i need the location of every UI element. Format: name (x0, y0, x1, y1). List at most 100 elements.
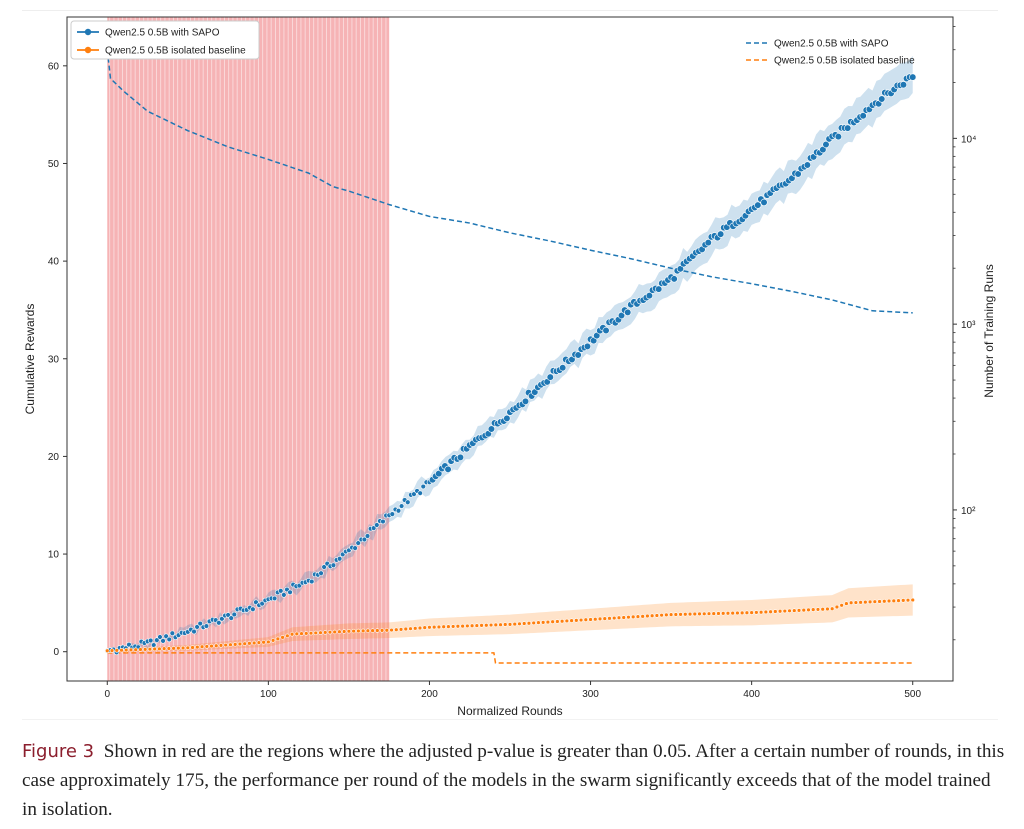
data-point-sapo (336, 556, 343, 562)
data-point-baseline (427, 625, 432, 630)
data-point-baseline (223, 642, 228, 648)
plot-border (66, 16, 954, 682)
legend-left: Qwen2.5 0.5B with SAPO Qwen2.5 0.5B isol… (70, 20, 260, 60)
legend-right-label-sapo: Qwen2.5 0.5B with SAPO (774, 39, 889, 50)
x-tick-label: 300 (582, 689, 599, 700)
confidence-band-layer (107, 55, 913, 655)
data-point-baseline (337, 629, 342, 634)
data-point-baseline (493, 622, 498, 628)
data-point-baseline (171, 646, 176, 651)
legend-right-entry-sapo: Qwen2.5 0.5B with SAPO (746, 39, 889, 50)
x-tick-label: 200 (421, 689, 438, 700)
confidence-band-baseline (107, 584, 913, 653)
data-point-baseline (550, 619, 555, 624)
data-point-sapo (318, 570, 324, 576)
data-point-baseline (645, 613, 650, 619)
data-point-baseline (749, 610, 754, 615)
data-point-baseline (218, 643, 224, 648)
data-point-baseline (341, 629, 347, 634)
data-point-baseline (365, 628, 371, 633)
data-point-baseline (820, 607, 825, 612)
data-point-baseline (299, 631, 304, 636)
data-point-sapo (219, 616, 225, 622)
data-point-baseline (839, 603, 844, 608)
legend-left-label-baseline: Qwen2.5 0.5B isolated baseline (105, 46, 246, 57)
data-point-baseline (654, 613, 660, 618)
data-point-sapo (803, 161, 811, 169)
data-point-baseline (119, 648, 124, 653)
data-point-sapo (909, 73, 917, 81)
legend-left-entry-sapo: Qwen2.5 0.5B with SAPO (77, 28, 220, 39)
data-point-baseline (886, 598, 892, 604)
data-point-sapo (670, 275, 678, 283)
data-point-sapo (281, 592, 287, 598)
data-point-baseline (332, 629, 337, 635)
data-point-sapo (822, 140, 830, 149)
data-point-baseline (275, 636, 281, 642)
data-point-baseline (323, 630, 328, 635)
y-axis-label: Cumulative Rewards (23, 304, 37, 415)
data-point-baseline (877, 599, 882, 604)
data-point-baseline (109, 648, 115, 653)
data-point-sapo (844, 124, 852, 132)
data-point-sapo (380, 518, 386, 525)
data-point-baseline (853, 600, 859, 605)
data-point-baseline (114, 648, 119, 653)
data-point-sapo (352, 545, 358, 551)
y-tick-label: 60 (48, 61, 60, 72)
data-point-baseline (716, 611, 721, 616)
y-tick-label: 0 (53, 647, 59, 658)
y-tick-label: 10 (48, 550, 60, 561)
data-point-baseline (844, 601, 849, 606)
data-point-sapo (456, 453, 465, 461)
data-point-sapo (834, 133, 842, 141)
data-point-baseline (744, 610, 750, 615)
data-point-baseline (180, 645, 186, 651)
data-point-sapo (225, 612, 231, 618)
data-point-baseline (763, 609, 769, 615)
data-point-sapo (250, 606, 256, 612)
data-point-baseline (228, 642, 233, 647)
legend-right: Qwen2.5 0.5B with SAPO Qwen2.5 0.5B isol… (746, 39, 915, 67)
data-point-baseline (526, 621, 532, 626)
data-point-baseline (901, 598, 906, 603)
data-point-baseline (739, 610, 745, 616)
data-point-baseline (574, 618, 579, 623)
data-point-sapo (617, 311, 626, 320)
data-point-sapo (411, 491, 417, 497)
data-point-baseline (394, 627, 399, 632)
y-tick-label: 40 (48, 257, 60, 268)
data-point-baseline (782, 608, 788, 614)
data-point-sapo (231, 611, 237, 618)
data-point-baseline (266, 639, 271, 645)
data-point-sapo (760, 198, 768, 207)
data-point-baseline (792, 608, 797, 613)
data-point-baseline (545, 619, 551, 625)
data-point-baseline (867, 599, 873, 605)
right-y-tick-label: 10⁴ (961, 134, 976, 145)
data-point-baseline (346, 628, 352, 634)
data-point-baseline (161, 646, 167, 651)
data-point-baseline (351, 628, 356, 634)
data-point-baseline (384, 628, 390, 633)
data-point-sapo (717, 230, 725, 238)
data-point-sapo (197, 620, 203, 627)
figure-caption-text: Shown in red are the regions where the a… (22, 741, 1005, 820)
data-point-sapo (602, 326, 610, 335)
data-point-baseline (863, 599, 868, 605)
data-point-baseline (683, 612, 688, 617)
x-tick-label: 100 (260, 689, 277, 700)
data-point-baseline (626, 614, 631, 620)
data-point-baseline (758, 609, 764, 615)
data-point-baseline (593, 616, 598, 622)
data-point-baseline (251, 640, 257, 646)
data-point-sapo (259, 600, 265, 607)
data-point-baseline (754, 610, 759, 615)
data-point-baseline (460, 623, 465, 629)
data-point-sapo (754, 201, 762, 209)
data-point-baseline (678, 612, 683, 617)
data-point-baseline (896, 598, 901, 603)
data-point-baseline (735, 610, 740, 616)
data-point-baseline (304, 631, 309, 636)
data-point-baseline (891, 598, 896, 604)
